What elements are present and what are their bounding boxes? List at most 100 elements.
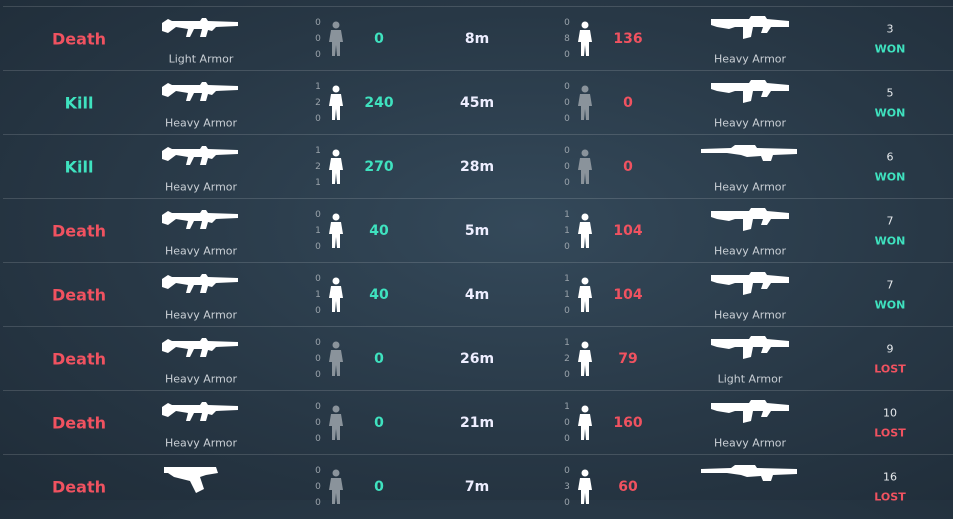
- damage: 40: [369, 287, 389, 303]
- hit-count: 0: [315, 354, 321, 364]
- body-figure: [578, 469, 592, 504]
- body-figure: [578, 149, 592, 184]
- round-outcome: WON: [874, 234, 906, 248]
- round-outcome: WON: [874, 106, 906, 120]
- distance: 28m: [459, 159, 495, 175]
- hit-count: 0: [564, 82, 570, 92]
- hit-count: 2: [315, 98, 321, 108]
- result: Death: [52, 413, 106, 433]
- hit-count: 1: [564, 402, 570, 412]
- weapon-icon: [711, 336, 789, 359]
- hit-count: 1: [315, 226, 321, 236]
- hit-count: 0: [564, 114, 570, 124]
- damage: 240: [364, 95, 394, 111]
- weapon-icon: [711, 208, 789, 231]
- weapon-icon: [162, 82, 238, 101]
- enemy-damage: 60: [618, 479, 638, 495]
- round-outcome: WON: [874, 170, 906, 184]
- body-figure: [329, 277, 343, 312]
- weapon-icon: [711, 272, 789, 295]
- round-number: 10: [883, 406, 897, 420]
- armor-label: Heavy Armor: [164, 116, 238, 130]
- hit-count: 0: [315, 370, 321, 380]
- body-figure: [329, 405, 343, 440]
- result: Death: [52, 349, 106, 369]
- duel-row: Death Heavy Armor 0 0 0 0 21m 1 0 0 160 Heavy Armor…: [3, 390, 953, 455]
- enemy-damage: 0: [623, 95, 633, 111]
- round-number: 9: [886, 342, 894, 356]
- enemy-damage: 160: [613, 415, 643, 431]
- hit-count: 0: [315, 306, 321, 316]
- body-figure: [329, 213, 343, 248]
- hit-count: 0: [315, 18, 321, 28]
- hit-count: 0: [315, 274, 321, 284]
- damage: 0: [374, 351, 384, 367]
- hit-count: 1: [315, 178, 321, 188]
- hit-count: 0: [315, 242, 321, 252]
- hit-count: 1: [315, 82, 321, 92]
- armor-label: Light Armor: [168, 52, 234, 66]
- weapon-icon: [162, 274, 238, 293]
- damage: 0: [374, 31, 384, 47]
- hit-count: 1: [564, 338, 570, 348]
- hit-count: 0: [564, 434, 570, 444]
- armor-label: Heavy Armor: [164, 372, 238, 386]
- hit-count: 0: [564, 162, 570, 172]
- hit-count: 1: [564, 210, 570, 220]
- hit-count: 0: [564, 306, 570, 316]
- distance: 4m: [464, 287, 490, 303]
- weapon-icon: [162, 338, 238, 357]
- round-number: 7: [886, 214, 894, 228]
- enemy-damage: 104: [613, 287, 643, 303]
- hit-count: 0: [564, 418, 570, 428]
- armor-label: Heavy Armor: [164, 180, 238, 194]
- duel-row: Kill Heavy Armor 1 2 1 270 28m 0 0 0 0 Heavy Armor 6…: [3, 134, 953, 199]
- weapon-icon: [162, 146, 238, 165]
- enemy-damage: 79: [618, 351, 638, 367]
- enemy-armor-label: Heavy Armor: [713, 244, 787, 258]
- body-figure: [578, 341, 592, 376]
- result: Death: [52, 477, 106, 497]
- hit-count: 0: [315, 466, 321, 476]
- duel-history: Death Light Armor 0 0 0 0 8m 0 8 0 136 Heavy Armor 3…: [0, 0, 953, 508]
- weapon-icon: [711, 16, 789, 39]
- enemy-armor-label: Heavy Armor: [713, 436, 787, 450]
- round-outcome: LOST: [874, 426, 906, 440]
- body-figure: [578, 277, 592, 312]
- weapon-icon: [701, 145, 797, 161]
- hit-count: 0: [564, 98, 570, 108]
- damage: 0: [374, 479, 384, 495]
- round-outcome: LOST: [874, 490, 906, 504]
- distance: 8m: [464, 31, 490, 47]
- enemy-armor-label: Heavy Armor: [713, 308, 787, 322]
- round-outcome: WON: [874, 42, 906, 56]
- hit-count: 1: [315, 146, 321, 156]
- distance: 26m: [459, 351, 495, 367]
- armor-label: Heavy Armor: [164, 244, 238, 258]
- weapon-icon: [162, 18, 238, 37]
- damage: 270: [364, 159, 394, 175]
- round-number: 16: [883, 470, 897, 484]
- hit-count: 2: [564, 354, 570, 364]
- hit-count: 0: [564, 178, 570, 188]
- hit-count: 0: [564, 50, 570, 60]
- weapon-icon: [162, 210, 238, 229]
- weapon-icon: [701, 465, 797, 481]
- round-number: 6: [886, 150, 894, 164]
- enemy-armor-label: Heavy Armor: [713, 52, 787, 66]
- result: Death: [52, 285, 106, 305]
- hit-count: 0: [564, 146, 570, 156]
- enemy-damage: 104: [613, 223, 643, 239]
- body-figure: [329, 21, 343, 56]
- hit-count: 1: [564, 274, 570, 284]
- enemy-armor-label: Heavy Armor: [713, 180, 787, 194]
- round-outcome: WON: [874, 298, 906, 312]
- distance: 45m: [459, 95, 495, 111]
- round-outcome: LOST: [874, 362, 906, 376]
- hit-count: 0: [315, 114, 321, 124]
- weapon-icon: [711, 80, 789, 103]
- enemy-armor-label: Light Armor: [717, 372, 783, 386]
- hit-count: 0: [315, 34, 321, 44]
- damage: 0: [374, 415, 384, 431]
- hit-count: 0: [315, 50, 321, 60]
